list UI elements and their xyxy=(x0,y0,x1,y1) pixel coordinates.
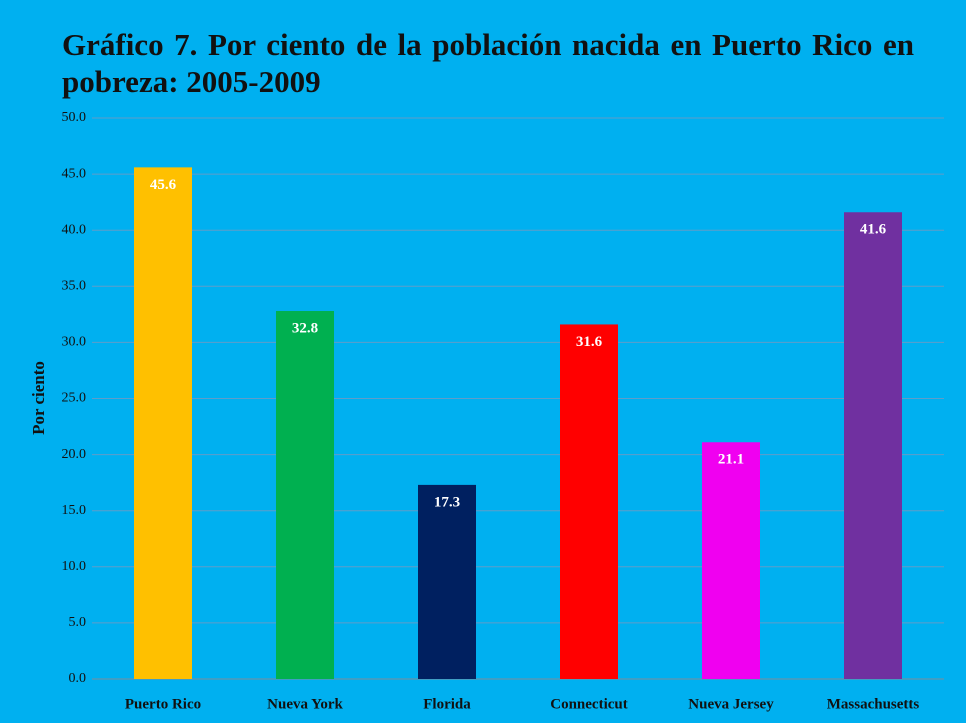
value-label: 31.6 xyxy=(576,334,603,350)
x-tick-label: Florida xyxy=(423,696,471,712)
bar xyxy=(560,324,618,679)
y-tick-label: 10.0 xyxy=(62,559,87,574)
bar xyxy=(418,484,476,679)
x-tick-label: Massachusetts xyxy=(827,696,920,712)
y-tick-label: 45.0 xyxy=(62,166,87,181)
y-tick-label: 50.0 xyxy=(62,110,87,125)
y-tick-label: 20.0 xyxy=(62,447,87,462)
y-tick-label: 40.0 xyxy=(62,222,87,237)
value-label: 41.6 xyxy=(860,222,887,238)
x-tick-label: Connecticut xyxy=(550,696,628,712)
y-axis-label: Por ciento xyxy=(29,361,48,435)
y-tick-label: 15.0 xyxy=(62,503,87,518)
y-tick-label: 0.0 xyxy=(69,671,87,686)
value-label: 17.3 xyxy=(434,494,460,510)
chart-title: Gráfico 7. Por ciento de la población na… xyxy=(62,27,914,99)
bar xyxy=(844,212,902,680)
x-tick-label: Nueva Jersey xyxy=(688,696,774,712)
value-label: 32.8 xyxy=(292,320,318,336)
x-tick-label: Puerto Rico xyxy=(125,696,201,712)
bar xyxy=(276,310,334,679)
value-label: 45.6 xyxy=(150,177,177,193)
y-tick-label: 30.0 xyxy=(62,335,87,350)
x-tick-label: Nueva York xyxy=(267,696,343,712)
value-label: 21.1 xyxy=(718,452,744,468)
y-tick-label: 5.0 xyxy=(69,615,87,630)
bar xyxy=(134,167,192,680)
y-tick-label: 35.0 xyxy=(62,279,87,294)
bar xyxy=(702,442,760,679)
y-tick-label: 25.0 xyxy=(62,391,87,406)
